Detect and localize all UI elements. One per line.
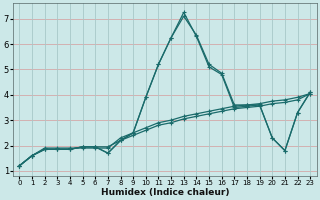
- X-axis label: Humidex (Indice chaleur): Humidex (Indice chaleur): [100, 188, 229, 197]
